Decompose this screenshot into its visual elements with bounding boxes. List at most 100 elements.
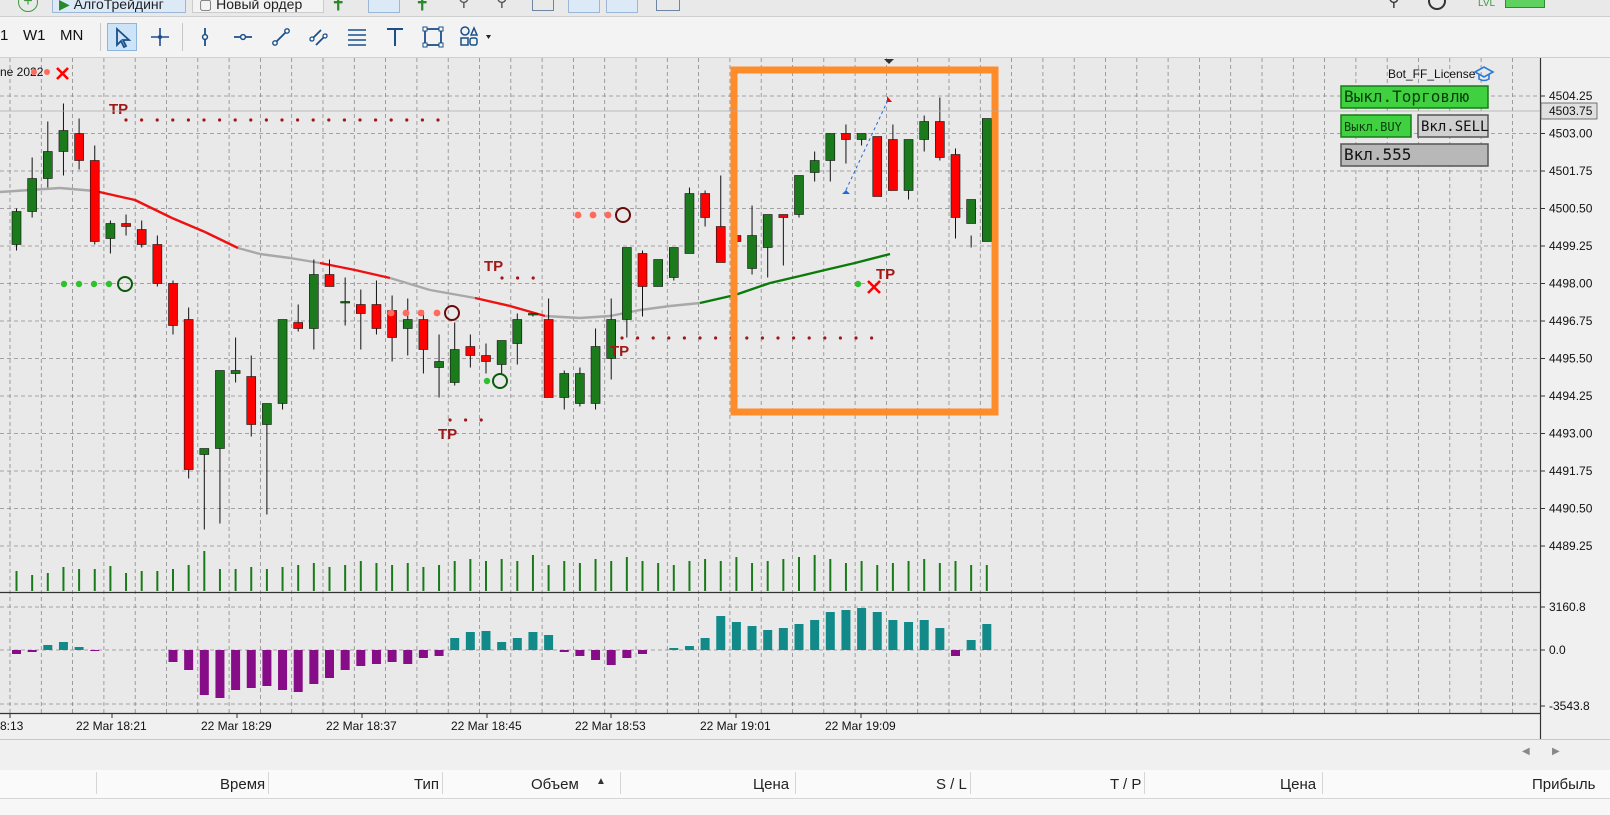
sell-icon[interactable]: ╋ (418, 0, 427, 10)
price-tick-label: 4496.75 (1549, 314, 1593, 328)
candle-body (809, 160, 820, 173)
trade-panel: ◀ ▶ Время Тип Объем ▲ Цена S / L T / P Ц… (0, 739, 1610, 815)
oscillator-bar (293, 650, 303, 692)
oscillator-bar (58, 642, 68, 650)
candle-body (11, 211, 22, 245)
oscillator-bar (747, 626, 757, 650)
scroll-right-icon[interactable]: ▶ (1552, 746, 1560, 757)
enable-magic-button[interactable]: Вкл.555 (1340, 143, 1489, 167)
search-icon[interactable]: ⚲ (1388, 0, 1400, 10)
oscillator-bar (168, 650, 178, 662)
timeframe-mn[interactable]: MN (60, 27, 84, 44)
moving-average-segment (579, 314, 611, 320)
price-chart[interactable]: 4504.25 4503.00 4501.75 4500.50 4499.25 4498.… (0, 58, 1610, 739)
candle-body (684, 193, 695, 254)
sort-ascending-icon: ▲ (596, 776, 606, 787)
new-order-button[interactable]: ▢ Новый ордер (192, 0, 324, 13)
tp-marker-dot (776, 336, 780, 340)
oscillator-bar (982, 624, 992, 650)
trendline-tool[interactable] (266, 23, 296, 51)
sell-signal-dot (417, 309, 425, 317)
indicator-name-label: Bot_FF_License (1388, 67, 1476, 81)
oscillator-bar (904, 622, 914, 650)
account-icon[interactable] (1428, 0, 1446, 10)
oscillator-bar (857, 608, 867, 650)
column-tp[interactable]: T / P (1110, 776, 1142, 793)
time-tick-label: 22 Mar 18:45 (451, 719, 522, 733)
order-icon: ▢ (199, 0, 217, 12)
tp-marker-dot (218, 118, 222, 122)
tp-marker-dot (327, 118, 331, 122)
moving-average-segment (354, 268, 391, 280)
column-sl[interactable]: S / L (936, 776, 967, 793)
chart-window[interactable]: 4504.25 4503.00 4501.75 4500.50 4499.25 4498.… (0, 58, 1610, 739)
tp-marker-dot (760, 336, 765, 340)
oscillator-bar (74, 647, 84, 650)
rectangle-tool[interactable] (418, 23, 448, 51)
candle-body (715, 226, 726, 263)
price-tick-label: 4499.25 (1549, 239, 1593, 253)
algotrading-button[interactable]: ▶ АлгоТрейдинг (52, 0, 186, 13)
equidistant-channel-tool[interactable] (304, 23, 334, 51)
signal-ring (117, 276, 133, 292)
candle-body (74, 133, 84, 161)
tp-marker-dot (389, 118, 393, 122)
scroll-left-icon[interactable]: ◀ (1522, 746, 1530, 757)
screenshot-icon[interactable] (656, 0, 680, 11)
time-axis-background (0, 713, 1540, 739)
column-type[interactable]: Тип (414, 776, 440, 793)
candle-body (872, 136, 883, 197)
time-tick-label: 22 Mar 18:37 (326, 719, 397, 733)
column-time[interactable]: Время (220, 776, 266, 793)
sell-signal-dot (433, 309, 441, 317)
timeframe-1[interactable]: 1 (0, 27, 9, 44)
moving-average-segment (799, 268, 826, 278)
horizontal-line-tool[interactable] (228, 23, 258, 51)
column-current-price[interactable]: Цена (1280, 776, 1317, 793)
zoom-out-icon[interactable]: ⚲ (496, 0, 508, 10)
oscillator-bar (669, 648, 679, 650)
horizontal-scrollbar[interactable]: ◀ ▶ (0, 739, 1610, 771)
chart-shift-icon[interactable] (568, 0, 600, 13)
sell-signal-dot (402, 309, 410, 317)
column-price[interactable]: Цена (753, 776, 790, 793)
sell-signal-dot (387, 309, 395, 317)
enable-sell-button[interactable]: Вкл.SELL (1417, 114, 1489, 138)
candle-body (653, 259, 663, 287)
oscillator-bar (841, 610, 851, 650)
tp-marker-dot (280, 118, 284, 122)
disable-trading-button[interactable]: Выкл.Торговлю (1340, 85, 1489, 109)
fibonacci-tool[interactable] (342, 23, 372, 51)
column-volume[interactable]: Объем (531, 776, 579, 793)
tile-icon[interactable] (532, 0, 554, 11)
oscillator-bar (888, 620, 898, 650)
add-icon[interactable]: + (18, 0, 38, 12)
tp-marker-dot (500, 276, 504, 280)
vertical-line-tool[interactable] (190, 23, 220, 51)
sell-signal-dot (604, 211, 612, 219)
timeframe-w1[interactable]: W1 (23, 27, 46, 44)
tp-marker-dot (792, 336, 796, 340)
oscillator-bar (700, 638, 710, 650)
crosshair-tool[interactable] (145, 23, 175, 51)
column-divider (1144, 772, 1145, 794)
oscillator-bar (544, 635, 554, 650)
tp-marker-dot (233, 118, 237, 122)
oscillator-bar (418, 650, 428, 658)
symbol-label: ne 2022 (0, 65, 44, 79)
objects-menu-tool[interactable] (456, 23, 502, 51)
buy-icon[interactable]: ╋ (334, 0, 343, 10)
depth-icon[interactable] (368, 0, 400, 13)
time-tick-label: 22 Mar 18:53 (575, 719, 646, 733)
cursor-tool[interactable] (107, 23, 137, 51)
zoom-in-icon[interactable]: ⚲ (458, 0, 470, 10)
candle-body (762, 214, 773, 248)
autoscroll-icon[interactable] (606, 0, 638, 13)
disable-buy-button[interactable]: Выкл.BUY (1340, 114, 1412, 138)
candle-body (543, 319, 554, 398)
text-tool[interactable] (380, 23, 410, 51)
oscillator-bar (387, 650, 397, 662)
column-profit[interactable]: Прибыль (1532, 776, 1596, 793)
cursor-icon (116, 26, 132, 49)
current-price-badge (1540, 102, 1598, 120)
